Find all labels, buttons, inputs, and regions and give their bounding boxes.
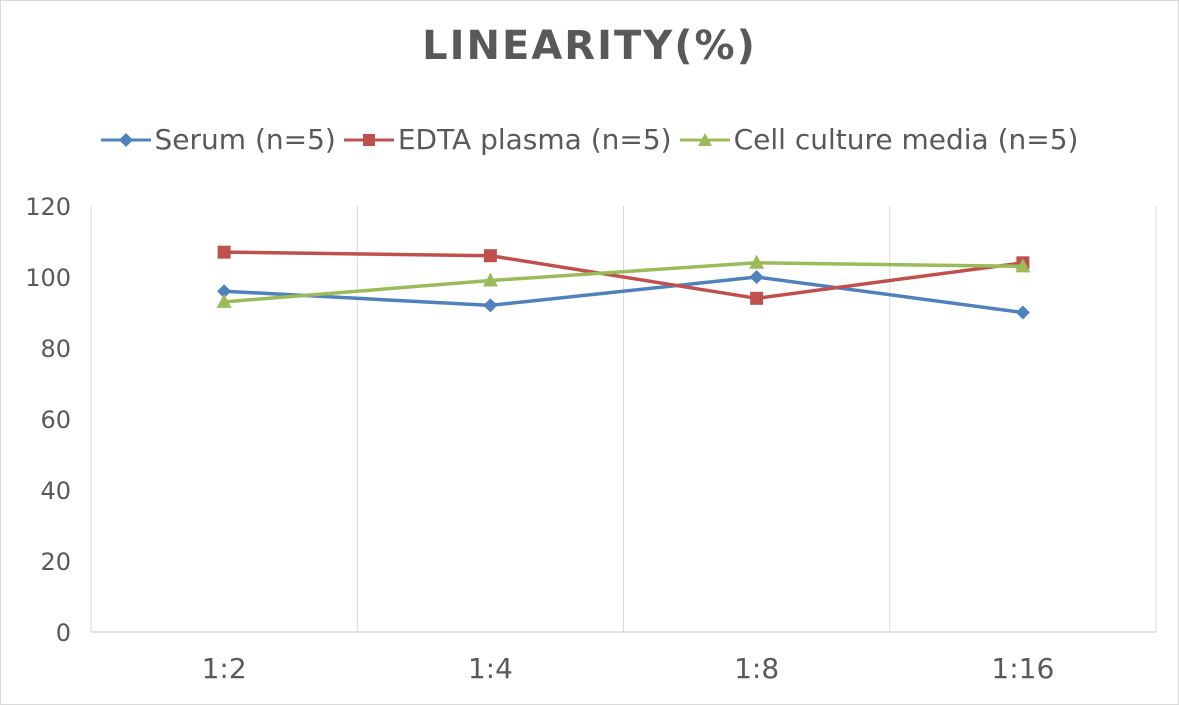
series-line-edta-plasma-n-5: [224, 250, 1024, 301]
legend-item-serum: Serum (n=5): [100, 123, 336, 156]
y-tick-label: 80: [40, 335, 71, 363]
x-tick-label: 1:2: [202, 652, 247, 685]
series-line-serum-n-5: [224, 275, 1024, 315]
data-point: [482, 272, 498, 287]
y-tick-label: 100: [25, 264, 71, 292]
data-point: [1015, 305, 1030, 320]
legend-swatch-edta-plasma: [343, 133, 394, 146]
legend-item-edta-plasma: EDTA plasma (n=5): [343, 123, 672, 156]
data-point: [750, 291, 764, 305]
legend: Serum (n=5) EDTA plasma (n=5) Cell cultu…: [1, 123, 1178, 156]
y-tick-label: 0: [56, 619, 71, 647]
x-tick-label: 1:4: [468, 652, 513, 685]
data-point: [483, 298, 498, 313]
data-point: [216, 293, 232, 308]
data-point: [217, 245, 231, 259]
legend-label-edta-plasma: EDTA plasma (n=5): [397, 123, 672, 156]
legend-swatch-serum: [100, 132, 151, 147]
data-point: [749, 254, 765, 269]
series-cell-culture-media-n-5: [216, 254, 1031, 308]
legend-label-cell-culture-media: Cell culture media (n=5): [733, 123, 1079, 156]
chart-title: LINEARITY(%): [422, 23, 757, 69]
data-point: [217, 284, 232, 299]
series-line-cell-culture-media-n-5: [223, 261, 1023, 304]
legend-item-cell-culture-media: Cell culture media (n=5): [679, 123, 1079, 156]
y-tick-label: 20: [40, 548, 71, 576]
y-tick-label: 120: [25, 193, 71, 221]
data-point: [483, 249, 497, 263]
data-point: [1015, 258, 1031, 273]
legend-label-serum: Serum (n=5): [154, 123, 336, 156]
legend-swatch-cell-culture-media: [679, 132, 730, 146]
series-serum-n-5: [217, 270, 1030, 320]
x-tick-label: 1:16: [991, 652, 1054, 685]
x-tick-label: 1:8: [734, 652, 779, 685]
y-tick-label: 40: [40, 477, 71, 505]
y-tick-label: 60: [40, 406, 71, 434]
data-point: [749, 270, 764, 284]
